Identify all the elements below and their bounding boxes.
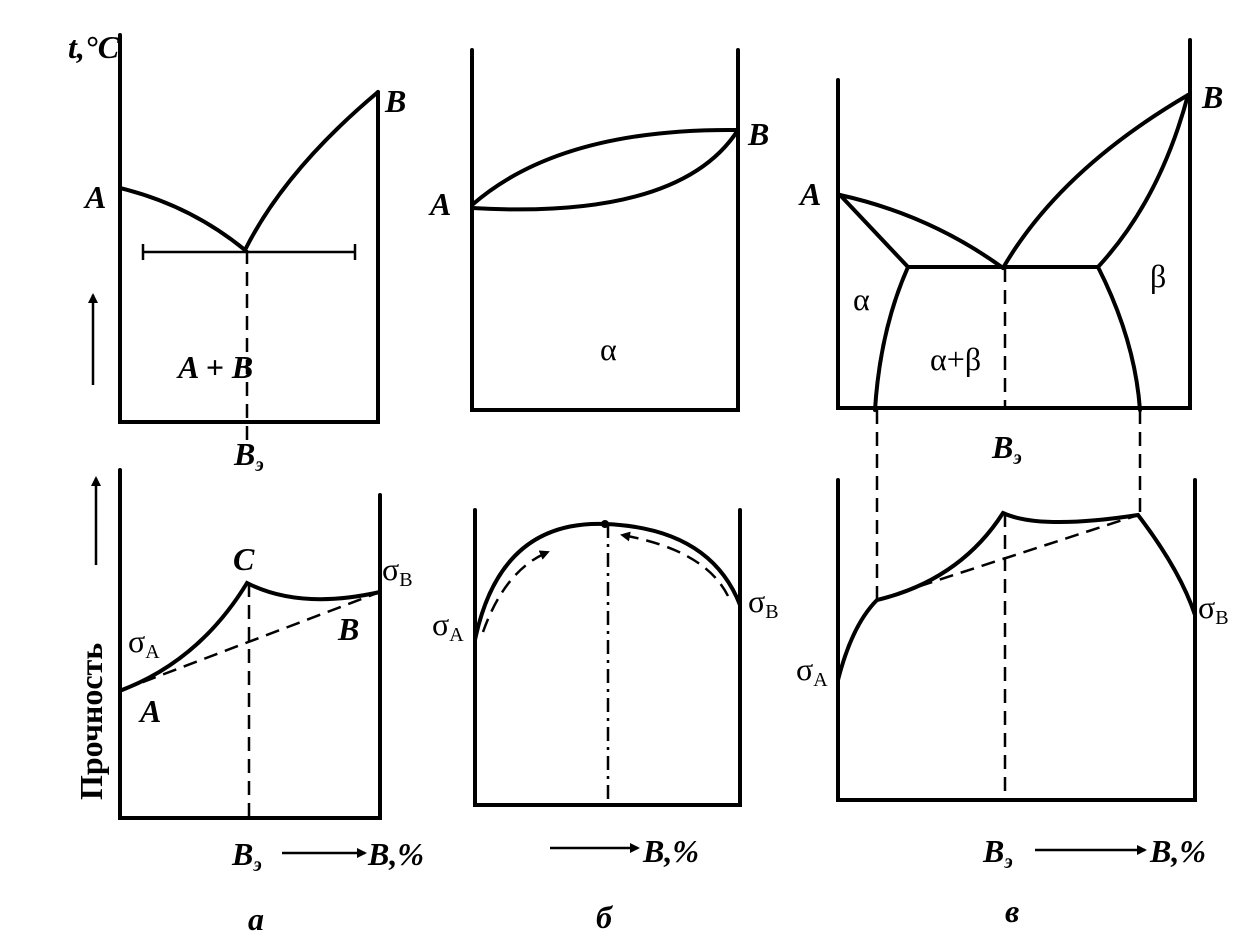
sigma-label: σA bbox=[796, 651, 828, 691]
sigma-label: σA bbox=[128, 623, 160, 663]
caption: в bbox=[1005, 893, 1019, 929]
additive-line bbox=[876, 513, 1139, 602]
composition-label: Bэ bbox=[982, 833, 1013, 873]
point-label: B bbox=[1201, 79, 1223, 115]
liquidus bbox=[118, 186, 247, 252]
diagram-frame bbox=[836, 38, 1192, 410]
solvus bbox=[1096, 265, 1142, 412]
label-base: B bbox=[982, 833, 1004, 869]
label-sub: B bbox=[1215, 607, 1228, 629]
point-label: B bbox=[747, 116, 769, 152]
caption: а bbox=[248, 901, 264, 937]
liquidus bbox=[243, 90, 380, 252]
label-sub: B bbox=[765, 601, 778, 623]
point-label: C bbox=[233, 541, 255, 577]
point-label: B bbox=[337, 611, 359, 647]
liquidus bbox=[1001, 93, 1190, 270]
label-base: σ bbox=[382, 551, 399, 587]
region-label: A + B bbox=[176, 349, 253, 385]
sigma-label: σA bbox=[432, 606, 464, 646]
composition-label: Bэ bbox=[991, 429, 1022, 469]
solidus bbox=[470, 128, 740, 212]
liquidus bbox=[838, 193, 1005, 270]
eutectic-line bbox=[141, 244, 357, 260]
label-sub: A bbox=[145, 641, 160, 663]
region-label: α bbox=[600, 331, 617, 367]
composition-label: Bэ bbox=[231, 836, 262, 876]
label-sub: A bbox=[449, 624, 464, 646]
axis-label: B,% bbox=[1149, 833, 1206, 869]
trend-arrow bbox=[620, 531, 730, 597]
strength-curve bbox=[836, 510, 1197, 682]
point-label: A bbox=[428, 186, 451, 222]
solidus bbox=[1096, 93, 1190, 269]
label-base: B bbox=[233, 436, 255, 472]
point-label: A bbox=[83, 179, 106, 215]
label-base: σ bbox=[748, 583, 765, 619]
label-base: σ bbox=[796, 651, 813, 687]
additive-line bbox=[121, 590, 381, 692]
region-label: α bbox=[853, 281, 870, 317]
sigma-label: σB bbox=[382, 551, 413, 591]
point-label: B bbox=[384, 83, 406, 119]
label-base: σ bbox=[432, 606, 449, 642]
label-base: σ bbox=[128, 623, 145, 659]
point-label: A bbox=[138, 693, 161, 729]
axis-label: Прочность bbox=[73, 643, 109, 800]
composition-label: Bэ bbox=[233, 436, 264, 476]
label-base: B bbox=[991, 429, 1013, 465]
sigma-label: σB bbox=[748, 583, 779, 623]
diagram-frame bbox=[118, 468, 382, 820]
diagram-frame bbox=[118, 33, 380, 424]
diagram-frame bbox=[836, 478, 1197, 802]
trend-arrow bbox=[481, 550, 550, 633]
axis-label: t,°C bbox=[68, 29, 120, 65]
label-sub: э bbox=[254, 454, 263, 476]
solvus bbox=[873, 265, 910, 412]
region-label: α+β bbox=[930, 341, 981, 377]
label-base: σ bbox=[1198, 589, 1215, 625]
label-sub: э bbox=[1012, 447, 1021, 469]
axis-label: B,% bbox=[367, 836, 424, 872]
liquidus bbox=[470, 127, 740, 207]
label-sub: B bbox=[399, 569, 412, 591]
label-sub: A bbox=[813, 669, 828, 691]
label-base: B bbox=[231, 836, 253, 872]
label-sub: э bbox=[1003, 851, 1012, 873]
diagram-frame bbox=[470, 48, 740, 412]
diagram-frame bbox=[473, 508, 742, 807]
region-label: β bbox=[1150, 258, 1166, 294]
caption: б bbox=[596, 899, 614, 935]
solidus bbox=[838, 193, 910, 269]
axis-label: B,% bbox=[642, 833, 699, 869]
strength-curve bbox=[120, 580, 382, 692]
label-sub: э bbox=[252, 854, 261, 876]
sigma-label: σB bbox=[1198, 589, 1229, 629]
point-label: A bbox=[798, 176, 821, 212]
